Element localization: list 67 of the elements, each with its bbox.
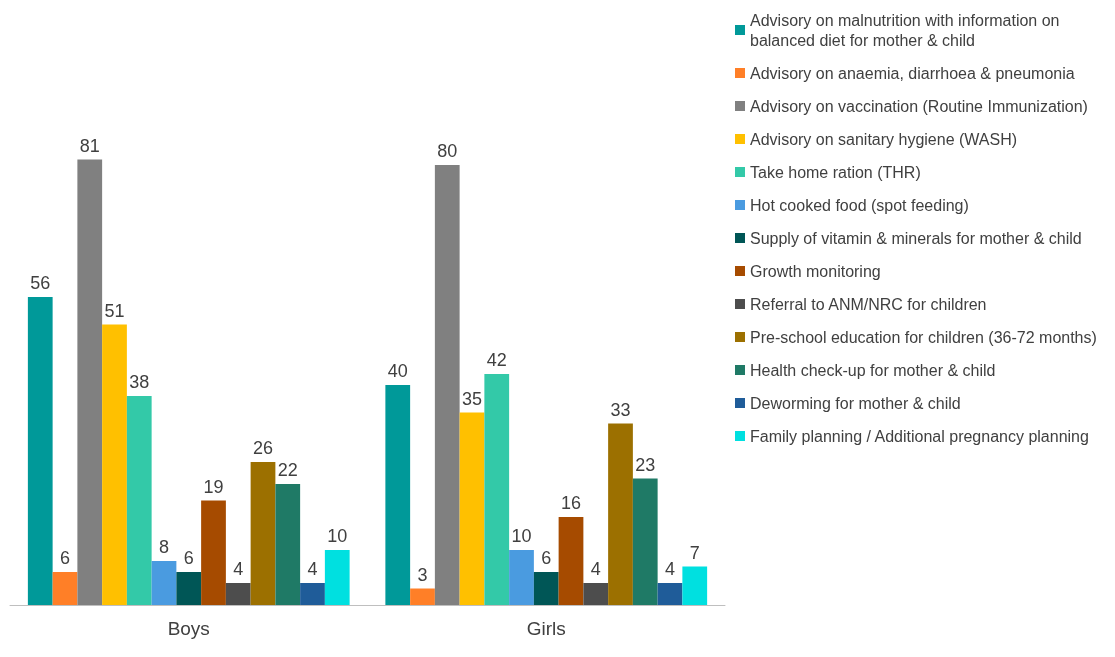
bar [558, 517, 584, 605]
bar [27, 297, 53, 605]
bar [126, 396, 152, 605]
legend-label: Advisory on malnutrition with information on balanced diet for mother & child [750, 11, 1064, 49]
bar [102, 324, 127, 605]
data-label: 56 [30, 273, 51, 293]
bar [657, 583, 683, 605]
bar [176, 572, 202, 605]
bar [459, 412, 485, 605]
bar [275, 484, 301, 605]
data-label: 7 [689, 542, 700, 563]
data-label: 38 [129, 372, 150, 392]
data-label: 42 [486, 350, 507, 370]
data-label: 22 [277, 460, 298, 480]
data-label: 23 [635, 454, 656, 475]
data-label: 35 [461, 388, 483, 409]
data-label: 4 [307, 559, 318, 579]
legend-label: Advisory on sanitary hygiene (WASH) [750, 130, 1018, 148]
data-label: 6 [541, 548, 552, 568]
data-label: 26 [252, 438, 274, 458]
x-tick-label: Girls [526, 618, 566, 639]
bar [250, 462, 276, 605]
data-label: 40 [387, 361, 408, 381]
bar [608, 423, 633, 605]
bar [225, 583, 251, 605]
legend-label: Family planning / Additional pregnancy planning [750, 427, 1089, 445]
bar [77, 159, 103, 605]
legend-label: Take home ration (THR) [750, 163, 921, 181]
bar [509, 550, 534, 605]
bar [410, 588, 435, 605]
bar [484, 374, 510, 605]
legend-label: Health check-up for mother & child [750, 361, 996, 379]
data-label: 81 [79, 135, 100, 156]
data-label: 6 [59, 548, 71, 568]
data-label: 4 [664, 559, 676, 579]
bar [385, 385, 411, 605]
legend-label: Advisory on vaccination (Routine Immunization) [750, 97, 1088, 115]
bar [583, 583, 609, 605]
bar [434, 165, 460, 605]
data-label: 80 [437, 141, 458, 161]
data-label: 8 [158, 537, 170, 557]
data-label: 10 [327, 526, 348, 546]
legend-label: Advisory on anaemia, diarrhoea & pneumonia [750, 64, 1075, 82]
data-label: 4 [233, 559, 244, 579]
x-tick-label: Boys [167, 618, 210, 639]
legend-label: Pre-school education for children (36-72 months) [750, 328, 1097, 346]
legend-label: Growth monitoring [750, 262, 881, 280]
legend-label: Supply of vitamin & minerals for mother & child [750, 229, 1082, 247]
bar [324, 550, 350, 605]
legend-label: Referral to ANM/NRC for children [750, 295, 987, 313]
bar [151, 561, 177, 605]
data-label: 51 [104, 300, 125, 321]
data-label: 16 [560, 493, 582, 513]
data-label: 33 [610, 399, 631, 420]
bar [201, 500, 226, 605]
legend-label: Deworming for mother & child [750, 394, 961, 412]
data-label: 3 [417, 564, 428, 585]
bar [300, 583, 325, 605]
bar [533, 572, 559, 605]
data-label: 6 [183, 548, 194, 568]
data-label: 10 [511, 526, 532, 546]
bar [632, 478, 658, 605]
data-label: 19 [203, 476, 224, 497]
legend-label: Hot cooked food (spot feeding) [750, 196, 969, 214]
bar [682, 566, 708, 605]
data-label: 4 [590, 559, 601, 579]
bar [52, 572, 78, 605]
